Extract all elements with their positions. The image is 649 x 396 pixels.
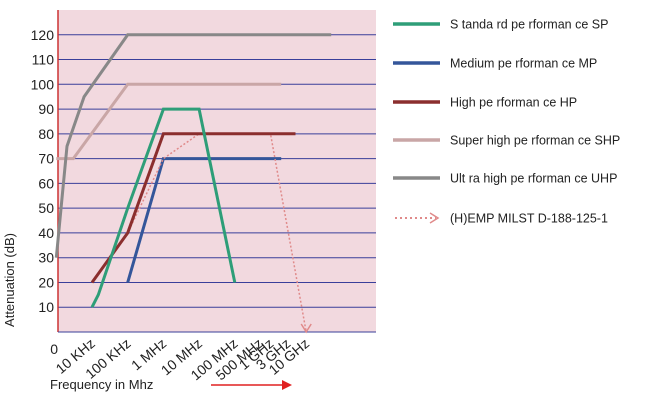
- legend-label-4: Ult ra high pe rforman ce UHP: [450, 172, 617, 186]
- series-arrowhead-5: [300, 323, 312, 334]
- legend: S tanda rd pe rforman ce SP Medium pe rfo…: [393, 18, 620, 226]
- y-tick-20: 20: [38, 274, 54, 290]
- series-line-3: [56, 82, 282, 161]
- series-line-0: [90, 107, 237, 308]
- legend-label-2: High pe rforman ce HP: [450, 96, 577, 110]
- series-line-1: [126, 157, 282, 283]
- y-axis-title: Attenuation (dB): [2, 233, 17, 327]
- y-tick-10: 10: [38, 299, 54, 315]
- plot-background: [58, 10, 376, 332]
- y-tick-30: 30: [38, 250, 54, 266]
- direction-arrow: [211, 380, 292, 390]
- legend-label-5: (H)EMP MILST D-188-125-1: [450, 212, 608, 226]
- y-tick-80: 80: [38, 126, 54, 142]
- y-tick-90: 90: [38, 101, 54, 117]
- y-tick-40: 40: [38, 225, 54, 241]
- legend-label-3: Super high pe rforman ce SHP: [450, 134, 620, 148]
- y-tick-50: 50: [38, 200, 54, 216]
- series-line-4: [54, 33, 332, 258]
- legend-label-0: S tanda rd pe rforman ce SP: [450, 18, 608, 32]
- y-tick-110: 110: [32, 52, 55, 68]
- legend-label-1: Medium pe rforman ce MP: [450, 57, 597, 71]
- series-line-2: [90, 132, 296, 284]
- y-tick-0: 0: [50, 341, 58, 357]
- x-axis-title: Frequency in Mhz: [50, 377, 153, 392]
- legend-arrow-icon: [429, 212, 440, 224]
- y-tick-120: 120: [31, 27, 55, 43]
- series-lines: [54, 33, 332, 334]
- y-tick-labels: 10 20 30 40 50 60 70 80 90 100 110 120 0: [31, 27, 59, 357]
- y-tick-100: 100: [31, 76, 55, 92]
- plot-area: [58, 10, 376, 332]
- y-tick-60: 60: [38, 175, 54, 191]
- y-tick-70: 70: [38, 151, 54, 167]
